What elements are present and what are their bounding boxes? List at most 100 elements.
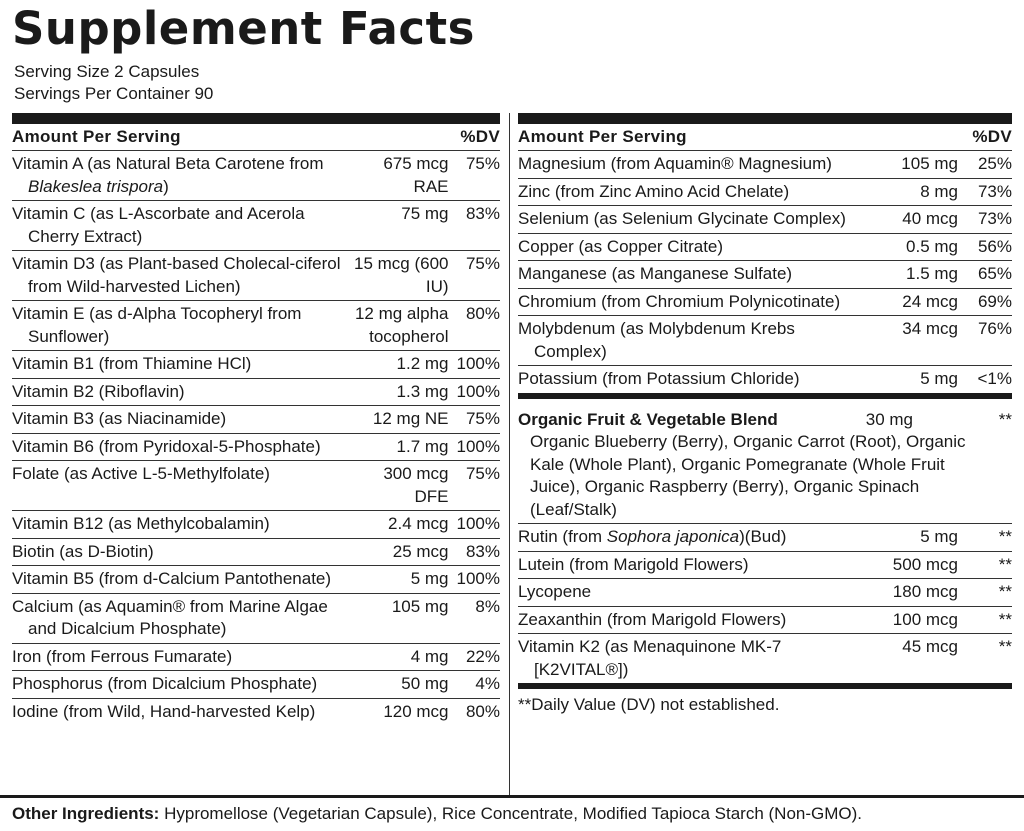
- nutrient-name: Vitamin B6 (from Pyridoxal-5-Phosphate): [12, 433, 351, 461]
- nutrient-row: Zeaxanthin (from Marigold Flowers) 100 mc…: [518, 606, 1012, 634]
- nutrient-dv: **: [966, 551, 1012, 579]
- left-column: Amount Per Serving %DV Vitamin A (as Natur…: [12, 113, 500, 725]
- header-dv: %DV: [456, 124, 500, 151]
- nutrient-dv: 8%: [456, 593, 500, 644]
- nutrient-row: Vitamin B12 (as Methylcobalamin) 2.4 mcg 1…: [12, 510, 500, 539]
- nutrient-dv: 100%: [456, 350, 500, 379]
- nutrient-dv: 83%: [456, 538, 500, 566]
- nutrient-amount: 2.4 mcg: [350, 510, 457, 539]
- nutrient-amount: 12 mg NE: [350, 405, 457, 434]
- left-table: Amount Per Serving %DV Vitamin A (as Natur…: [12, 124, 500, 725]
- nutrient-row: Vitamin D3 (as Plant-based Cholecal-cife…: [12, 250, 500, 301]
- nutrient-name: Vitamin C (as L-Ascorbate and Acerola Ch…: [12, 200, 351, 251]
- nutrient-row: Vitamin E (as d-Alpha Tocopheryl from Su…: [12, 300, 500, 351]
- nutrient-row: Potassium (from Potassium Chloride) 5 mg <…: [518, 365, 1012, 399]
- name-part: )(Bud): [739, 527, 787, 546]
- nutrient-dv: 56%: [966, 233, 1012, 261]
- header-bar: [12, 113, 500, 124]
- nutrient-name: Vitamin B1 (from Thiamine HCl): [12, 350, 351, 379]
- nutrient-row: Lutein (from Marigold Flowers) 500 mcg **: [518, 551, 1012, 579]
- other-ingredients-text: Hypromellose (Vegetarian Capsule), Rice …: [159, 804, 863, 823]
- nutrient-name: Vitamin B3 (as Niacinamide): [12, 405, 351, 434]
- nutrient-dv: 69%: [966, 288, 1012, 316]
- nutrient-dv: **: [966, 578, 1012, 607]
- right-table: Amount Per Serving %DV Magnesium (from Aqu…: [518, 124, 1012, 689]
- nutrient-amount: 0.5 mg: [868, 233, 966, 261]
- nutrient-amount: 120 mcg: [383, 701, 449, 721]
- other-ingredients: Other Ingredients: Hypromellose (Vegetar…: [12, 804, 862, 824]
- bottom-rule: [0, 795, 1024, 798]
- blend-amount: 30 mg: [865, 409, 913, 429]
- nutrient-amount: 34 mcg: [868, 315, 966, 366]
- nutrient-amount: 105 mg: [868, 150, 966, 179]
- nutrient-dv: 80%: [465, 701, 500, 721]
- column-divider: [509, 113, 510, 795]
- title: Supplement Facts: [12, 2, 475, 55]
- name-part: ): [163, 176, 169, 196]
- nutrient-dv: 73%: [966, 178, 1012, 206]
- name-italic: Sophora japonica: [606, 527, 740, 546]
- nutrient-name: Copper (as Copper Citrate): [518, 233, 868, 261]
- nutrient-dv: 75%: [456, 460, 500, 511]
- nutrient-amount: 1.7 mg: [350, 433, 457, 461]
- nutrient-row: Molybdenum (as Molybdenum Krebs Complex)…: [518, 315, 1012, 366]
- header-bar: [518, 113, 1012, 124]
- serving-size: Serving Size 2 Capsules: [14, 62, 200, 81]
- servings-per-container: Servings Per Container 90: [14, 84, 214, 103]
- nutrient-dv: 25%: [966, 150, 1012, 179]
- nutrient-amount: 100 mcg: [868, 606, 966, 634]
- nutrient-name: Lycopene: [518, 578, 868, 607]
- nutrient-name: Manganese (as Manganese Sulfate): [518, 260, 868, 289]
- nutrient-amount: 180 mcg: [868, 578, 966, 607]
- nutrient-dv: 4%: [456, 670, 500, 699]
- nutrient-dv: 75%: [456, 250, 500, 301]
- nutrient-row: Iodine (from Wild, Hand-harvested Kelp) 1…: [12, 698, 500, 725]
- nutrient-row: Vitamin B3 (as Niacinamide) 12 mg NE 75%: [12, 405, 500, 434]
- nutrient-name: Rutin (from Sophora japonica)(Bud): [518, 523, 868, 552]
- nutrient-row: Vitamin C (as L-Ascorbate and Acerola Ch…: [12, 200, 500, 251]
- nutrient-amount: 12 mg alpha tocopherol: [350, 300, 457, 351]
- nutrient-dv: 73%: [966, 205, 1012, 234]
- nutrient-row: Magnesium (from Aquamin® Magnesium) 105 m…: [518, 150, 1012, 179]
- nutrient-name: Potassium (from Potassium Chloride): [518, 365, 868, 399]
- nutrient-amount: 1.2 mg: [350, 350, 457, 379]
- nutrient-dv: **: [966, 523, 1012, 552]
- footnote: **Daily Value (DV) not established.: [518, 695, 780, 714]
- nutrient-amount: 500 mcg: [868, 551, 966, 579]
- header-row: Amount Per Serving %DV: [12, 124, 500, 151]
- nutrient-dv: **: [966, 633, 1012, 689]
- nutrient-name: Magnesium (from Aquamin® Magnesium): [518, 150, 868, 179]
- nutrient-name: Selenium (as Selenium Glycinate Complex): [518, 205, 868, 234]
- nutrient-amount: 675 mcg RAE: [350, 150, 457, 201]
- nutrient-amount: 105 mg: [350, 593, 457, 644]
- nutrient-amount: 24 mcg: [868, 288, 966, 316]
- header-amount: Amount Per Serving: [518, 124, 966, 151]
- header-row: Amount Per Serving %DV: [518, 124, 1012, 151]
- nutrient-amount: 40 mcg: [868, 205, 966, 234]
- blend-dv: **: [966, 395, 1012, 524]
- nutrient-dv: 75%: [456, 150, 500, 201]
- nutrient-name: Phosphorus (from Dicalcium Phosphate): [12, 670, 351, 699]
- nutrient-dv: <1%: [966, 365, 1012, 399]
- nutrient-name: Calcium (as Aquamin® from Marine Algae a…: [12, 593, 351, 644]
- nutrient-dv: 100%: [456, 565, 500, 594]
- blend-description: Organic Blueberry (Berry), Organic Carro…: [530, 432, 966, 519]
- blend-row: Organic Fruit & Vegetable Blend 30 mg Orga…: [518, 395, 1012, 524]
- nutrient-name: Zinc (from Zinc Amino Acid Chelate): [518, 178, 868, 206]
- nutrient-dv: 83%: [456, 200, 500, 251]
- nutrient-amount: 5 mg: [350, 565, 457, 594]
- nutrient-name: Iodine (from Wild, Hand-harvested Kelp): [12, 701, 316, 721]
- nutrient-amount: 1.5 mg: [868, 260, 966, 289]
- nutrient-name: Molybdenum (as Molybdenum Krebs Complex): [518, 315, 868, 366]
- name-part: Vitamin A (as Natural Beta Carotene from: [12, 154, 324, 173]
- nutrient-dv: 100%: [456, 378, 500, 406]
- nutrient-name: Zeaxanthin (from Marigold Flowers): [518, 606, 868, 634]
- nutrient-row: Rutin (from Sophora japonica)(Bud) 5 mg **: [518, 523, 1012, 552]
- nutrient-row: Vitamin B5 (from d-Calcium Pantothenate)…: [12, 565, 500, 594]
- name-part: Rutin (from: [518, 527, 607, 546]
- nutrient-row: Vitamin B1 (from Thiamine HCl) 1.2 mg 100%: [12, 350, 500, 379]
- blend-head: Organic Fruit & Vegetable Blend 30 mg: [518, 409, 966, 432]
- nutrient-dv: 100%: [456, 510, 500, 539]
- blend-cell: Organic Fruit & Vegetable Blend 30 mg Orga…: [518, 395, 966, 524]
- nutrient-name: Iron (from Ferrous Fumarate): [12, 643, 351, 671]
